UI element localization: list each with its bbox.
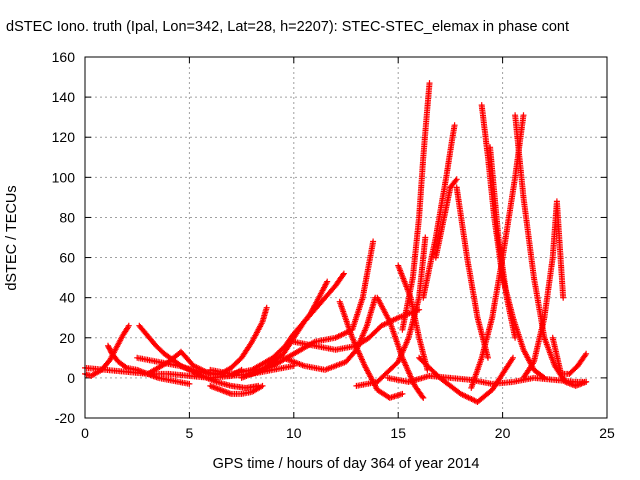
y-tick-label: 0 — [67, 370, 75, 386]
plus-markers — [512, 112, 590, 389]
plus-markers — [432, 176, 460, 261]
plus-markers — [399, 80, 433, 333]
y-tick-label: 140 — [52, 89, 76, 105]
series-track — [280, 294, 379, 373]
axis-ticks: 0 5 10 15 20 25 -20 0 20 40 60 80 100 120 140 160 — [52, 49, 615, 441]
plus-markers — [453, 184, 491, 361]
data-series — [82, 80, 590, 405]
x-tick-label: 10 — [286, 425, 302, 441]
y-tick-label: 120 — [52, 129, 76, 145]
plus-markers — [420, 122, 458, 301]
series-track — [432, 176, 460, 261]
x-tick-label: 5 — [186, 425, 194, 441]
plus-markers — [280, 294, 379, 373]
y-tick-label: 80 — [59, 209, 75, 225]
series-track — [395, 262, 431, 373]
series-track — [399, 80, 433, 333]
plus-markers — [395, 262, 431, 373]
grid-lines — [85, 57, 607, 418]
chart-title: dSTEC Iono. truth (Ipal, Lon=342, Lat=28… — [6, 19, 570, 35]
series-track — [420, 122, 458, 301]
plus-markers — [549, 334, 590, 377]
y-tick-label: 160 — [52, 49, 76, 65]
y-tick-label: -20 — [55, 410, 75, 426]
x-tick-label: 25 — [599, 425, 615, 441]
y-tick-label: 20 — [59, 330, 75, 346]
series-track — [512, 112, 590, 389]
x-tick-label: 15 — [390, 425, 406, 441]
series-track — [453, 184, 491, 361]
plot-frame — [84, 56, 608, 419]
series-track — [487, 144, 519, 341]
x-axis-label: GPS time / hours of day 364 of year 2014 — [212, 456, 480, 472]
series-track — [549, 334, 590, 377]
y-tick-label: 60 — [59, 250, 75, 266]
x-tick-label: 20 — [495, 425, 511, 441]
y-tick-label: 40 — [59, 290, 75, 306]
x-tick-label: 0 — [81, 425, 89, 441]
plus-markers — [207, 382, 266, 397]
plus-markers — [487, 144, 519, 341]
y-tick-label: 100 — [52, 169, 76, 185]
series-track — [207, 382, 266, 397]
plus-markers — [384, 372, 590, 387]
series-track — [384, 372, 590, 387]
